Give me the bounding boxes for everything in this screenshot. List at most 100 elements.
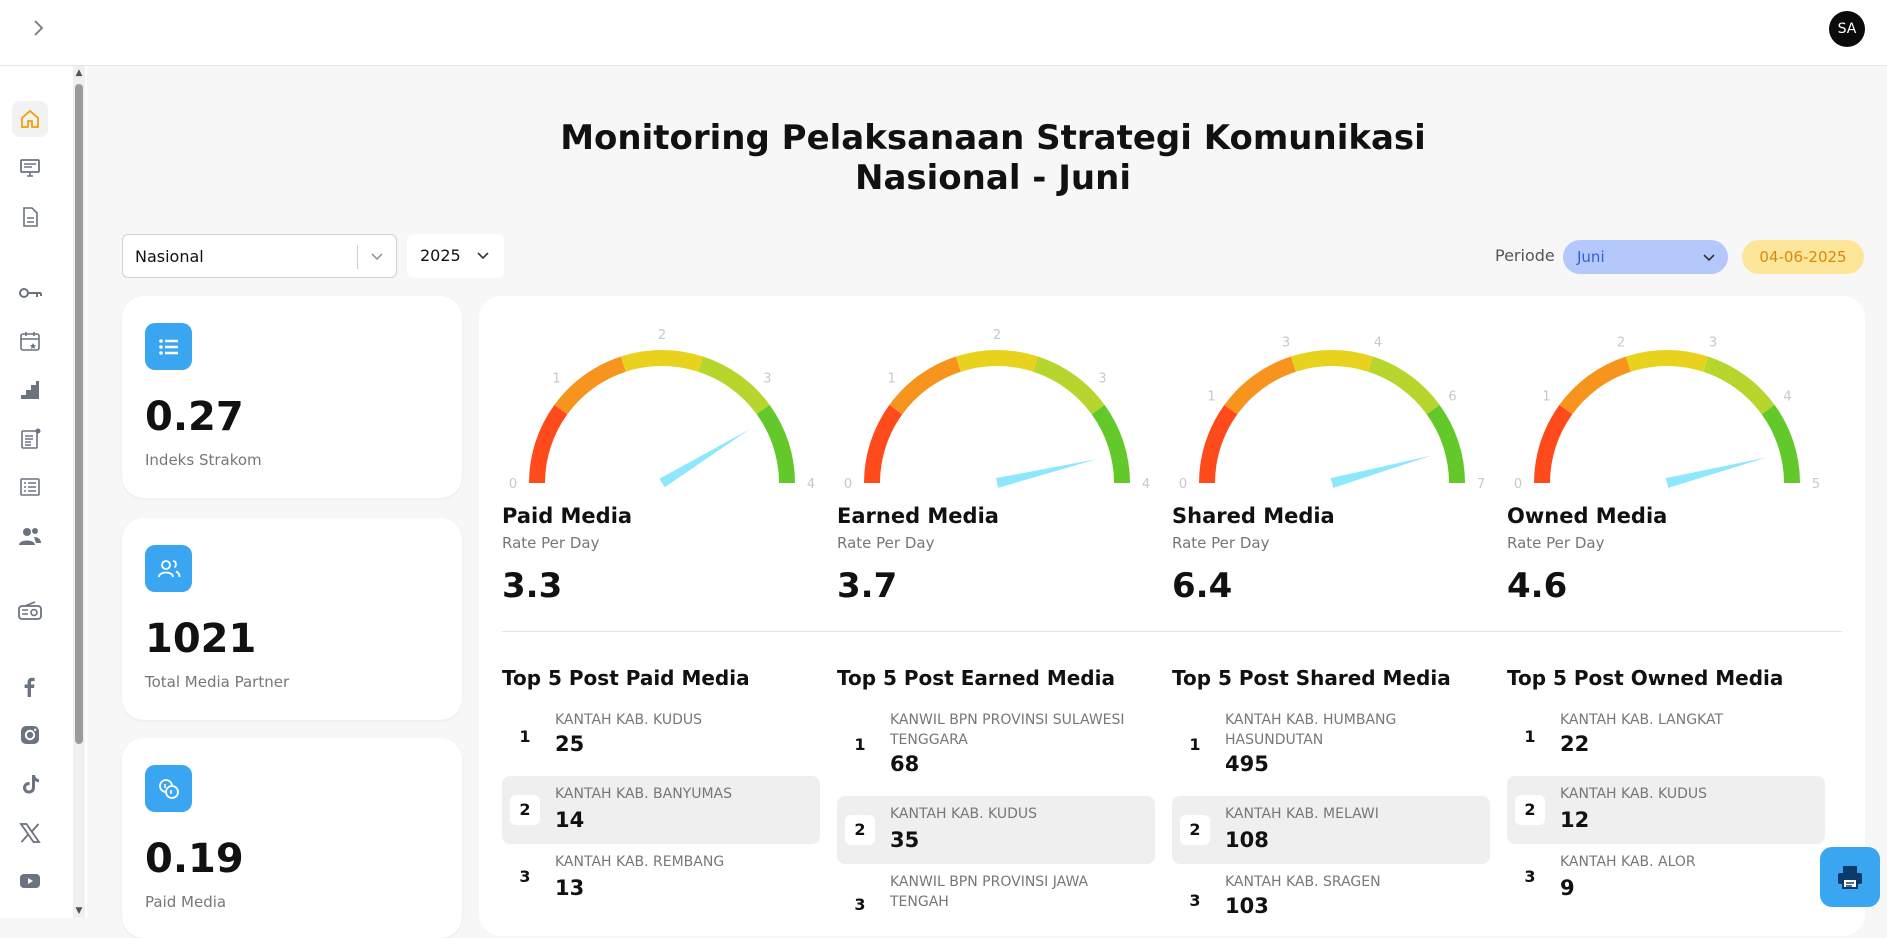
list-item[interactable]: 3 KANTAH KAB. ALOR 9 xyxy=(1507,848,1825,908)
top5-paid-media: Top 5 Post Paid Media 1 KANTAH KAB. KUDU… xyxy=(502,666,820,918)
gauge-tick-label: 3 xyxy=(763,372,771,387)
select-divider xyxy=(357,245,358,269)
list-icon xyxy=(145,323,192,370)
sidebar-item-users[interactable] xyxy=(12,518,48,554)
sidebar-item-list[interactable] xyxy=(12,469,48,505)
gauge-title: Paid Media xyxy=(502,504,633,528)
page-title-line-2: Nasional - Juni xyxy=(855,158,1131,198)
stat-value: 0.19 xyxy=(145,836,244,882)
list-item[interactable]: 1 KANTAH KAB. HUMBANG HASUNDUTAN 495 xyxy=(1172,710,1490,782)
region-select[interactable]: Nasional xyxy=(122,234,397,278)
list-item[interactable]: 3 KANWIL BPN PROVINSI JAWA TENGAH xyxy=(837,868,1155,920)
sidebar-item-key[interactable] xyxy=(12,275,48,311)
x-icon xyxy=(19,823,41,843)
sidebar-item-calendar[interactable] xyxy=(12,323,48,359)
gauge-arc-segment xyxy=(554,356,627,415)
office-name: KANTAH KAB. SRAGEN xyxy=(1225,874,1381,890)
office-name: KANTAH KAB. REMBANG xyxy=(555,854,725,870)
list-item[interactable]: 3 KANTAH KAB. SRAGEN 103 xyxy=(1172,868,1490,918)
scroll-down-arrow[interactable]: ▼ xyxy=(75,906,83,916)
list-item[interactable]: 1 KANTAH KAB. LANGKAT 22 xyxy=(1507,710,1825,764)
post-count: 68 xyxy=(890,752,920,776)
gauge-tick-label: 0 xyxy=(1179,477,1187,492)
gauge-tick-label: 1 xyxy=(1207,389,1215,404)
facebook-icon xyxy=(24,677,35,697)
chevron-down-icon xyxy=(369,245,385,271)
printer-icon xyxy=(1838,866,1862,889)
sidebar-item-x[interactable] xyxy=(12,815,48,851)
list-item[interactable]: 2 KANTAH KAB. MELAWI 108 xyxy=(1172,796,1490,864)
gauge-tick-label: 5 xyxy=(1812,477,1820,492)
post-count: 22 xyxy=(1560,732,1590,756)
top5-shared-media: Top 5 Post Shared Media 1 KANTAH KAB. HU… xyxy=(1172,666,1490,918)
gauge-value: 3.7 xyxy=(837,566,898,606)
sidebar-scrollbar-thumb[interactable] xyxy=(75,84,83,744)
sidebar-item-monitor[interactable] xyxy=(12,150,48,186)
scroll-up-arrow[interactable]: ▲ xyxy=(75,68,83,78)
sidebar-item-home[interactable] xyxy=(12,101,48,137)
gauge-paid-media: 0 1 2 3 4 Paid Media Rate Per Day 3.3 xyxy=(502,308,822,606)
users-icon xyxy=(19,528,41,545)
office-name: KANTAH KAB. KUDUS xyxy=(555,712,702,728)
office-name: KANTAH KAB. KUDUS xyxy=(1560,786,1707,802)
office-name: KANTAH KAB. LANGKAT xyxy=(1560,712,1724,728)
list-item[interactable]: 2 KANTAH KAB. KUDUS 12 xyxy=(1507,776,1825,844)
sidebar-item-radio[interactable] xyxy=(12,593,48,629)
gauge-arc-segment xyxy=(1032,356,1105,415)
gauge-arc-segment xyxy=(889,356,962,415)
rank-badge: 2 xyxy=(845,815,875,845)
page-title: Monitoring Pelaksanaan Strategi Komunika… xyxy=(500,118,1486,198)
stat-card-paid-media: 0.19 Paid Media xyxy=(122,738,462,938)
gauge-needle xyxy=(995,458,1098,488)
gauge-arc-segment xyxy=(620,350,704,372)
gauge-arc-segment xyxy=(864,404,903,484)
gauge-tick-label: 0 xyxy=(509,477,517,492)
avatar[interactable]: SA xyxy=(1829,11,1865,47)
gauge-arc-segment xyxy=(1625,350,1709,372)
periode-select[interactable]: Juni xyxy=(1563,240,1728,274)
instagram-icon xyxy=(21,726,39,744)
sidebar-item-tiktok[interactable] xyxy=(12,766,48,802)
list-item[interactable]: 2 KANTAH KAB. BANYUMAS 14 xyxy=(502,776,820,844)
expand-sidebar-button[interactable] xyxy=(26,16,50,40)
gauge-arc-segment xyxy=(1702,356,1775,415)
gauge-subtitle: Rate Per Day xyxy=(1507,534,1605,552)
gauge-tick-label: 4 xyxy=(1374,335,1382,350)
office-name: KANTAH KAB. HUMBANG HASUNDUTAN xyxy=(1225,712,1397,748)
gauge-arc-segment xyxy=(756,404,795,484)
gauge-needle xyxy=(659,429,750,488)
gauge-tick-label: 1 xyxy=(1542,389,1550,404)
gauge-tick-label: 3 xyxy=(1282,335,1290,350)
section-divider xyxy=(502,631,1842,632)
date-badge: 04-06-2025 xyxy=(1742,240,1864,274)
list-item[interactable]: 2 KANTAH KAB. KUDUS 35 xyxy=(837,796,1155,864)
gauge-earned-media: 0 1 2 3 4 Earned Media Rate Per Day 3.7 xyxy=(837,308,1157,606)
top5-title: Top 5 Post Shared Media xyxy=(1172,666,1451,690)
gauge-subtitle: Rate Per Day xyxy=(502,534,600,552)
rank-badge: 1 xyxy=(845,730,875,760)
office-name: KANTAH KAB. KUDUS xyxy=(890,806,1037,822)
calendar-star-icon xyxy=(20,332,40,351)
gauge-tick-label: 0 xyxy=(1514,477,1522,492)
sidebar-item-facebook[interactable] xyxy=(12,669,48,705)
gauge-dial: 0 1 2 3 4 xyxy=(509,328,815,492)
print-button[interactable] xyxy=(1820,847,1880,907)
sidebar-item-stairs[interactable] xyxy=(12,372,48,408)
stat-value: 0.27 xyxy=(145,394,244,440)
periode-select-value: Juni xyxy=(1577,248,1605,266)
stairs-chart-icon xyxy=(21,381,39,399)
gauge-tick-label: 0 xyxy=(844,477,852,492)
sidebar-item-document[interactable] xyxy=(12,199,48,235)
gauge-dial: 0 1 2 3 4 xyxy=(844,328,1150,492)
list-item[interactable]: 3 KANTAH KAB. REMBANG 13 xyxy=(502,848,820,908)
year-select[interactable]: 2025 xyxy=(407,234,504,278)
chevron-right-icon xyxy=(34,20,44,36)
sidebar-item-youtube[interactable] xyxy=(12,863,48,899)
gauge-value: 4.6 xyxy=(1507,566,1568,606)
list-item[interactable]: 1 KANTAH KAB. KUDUS 25 xyxy=(502,710,820,764)
sidebar-item-instagram[interactable] xyxy=(12,717,48,753)
sidebar-item-news[interactable] xyxy=(12,421,48,457)
gauge-tick-label: 2 xyxy=(1617,335,1625,350)
home-icon xyxy=(21,109,39,128)
list-item[interactable]: 1 KANWIL BPN PROVINSI SULAWESI TENGGARA … xyxy=(837,710,1155,782)
